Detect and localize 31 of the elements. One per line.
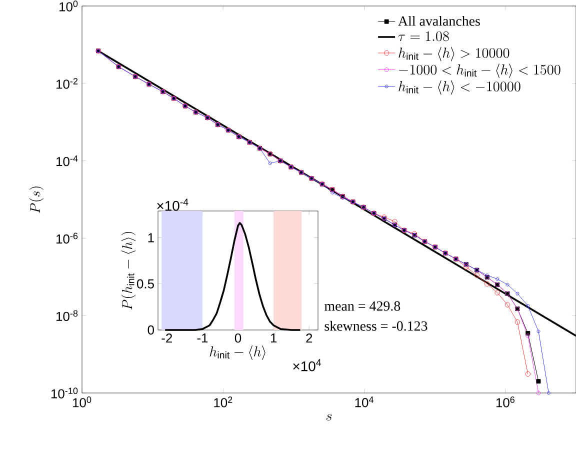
- annotation: ×10$^{-4}$: [157, 198, 188, 211]
- y-tick-label: 0: [148, 325, 154, 335]
- x-tick-label: 10$^{0}$: [73, 396, 92, 408]
- legend-label: $-1000 < h_{\mathrm{init}} - \langle h \rangle < 1500$: [399, 64, 560, 78]
- x-tick-label: 2: [306, 334, 312, 343]
- x-axis-title: $s$: [326, 414, 332, 420]
- y-tick-label: 10$^{0}$: [60, 0, 78, 12]
- y-tick-label: 10$^{-2}$: [56, 78, 78, 89]
- legend-label: $h_{\mathrm{init}} - \langle h \rangle > 10000$: [398, 46, 510, 62]
- y-tick-label: 1: [148, 233, 154, 242]
- x-tick-label: -1: [197, 334, 208, 342]
- y-tick-label: 10$^{-8}$: [56, 310, 78, 321]
- legend-label: All avalanches: [398, 16, 480, 26]
- x-axis-title: $h_{\mathrm{init}} - \langle h \rangle$: [210, 346, 266, 360]
- y-axis-title: $P(h_{\mathrm{init}} - \langle h \rangle)$: [121, 232, 136, 310]
- x-tick-label: 10$^{4}$: [355, 396, 374, 408]
- x-tick-label: 0: [234, 334, 242, 343]
- y-tick-label: 10$^{-6}$: [56, 232, 78, 244]
- y-tick-label: 10$^{-10}$: [51, 388, 78, 398]
- y-tick-label: 0.5: [136, 279, 154, 288]
- x-tick-label: -2: [162, 334, 172, 343]
- legend-label: $\tau = 1.08$: [398, 31, 449, 42]
- annotation: mean = 429.8: [324, 301, 400, 311]
- annotation: skewness = -0.123: [324, 320, 428, 331]
- x-tick-label: 1: [270, 334, 277, 342]
- x-tick-label: 10$^{2}$: [214, 396, 232, 408]
- y-axis-title: $P(s)$: [29, 186, 44, 214]
- legend-label: $h_{\mathrm{init}} - \langle h \rangle < -10000$: [398, 80, 520, 95]
- annotation: ×10$^{4}$: [293, 359, 322, 372]
- y-tick-label: 10$^{-4}$: [56, 155, 78, 166]
- x-tick-label: 10$^{6}$: [496, 396, 515, 408]
